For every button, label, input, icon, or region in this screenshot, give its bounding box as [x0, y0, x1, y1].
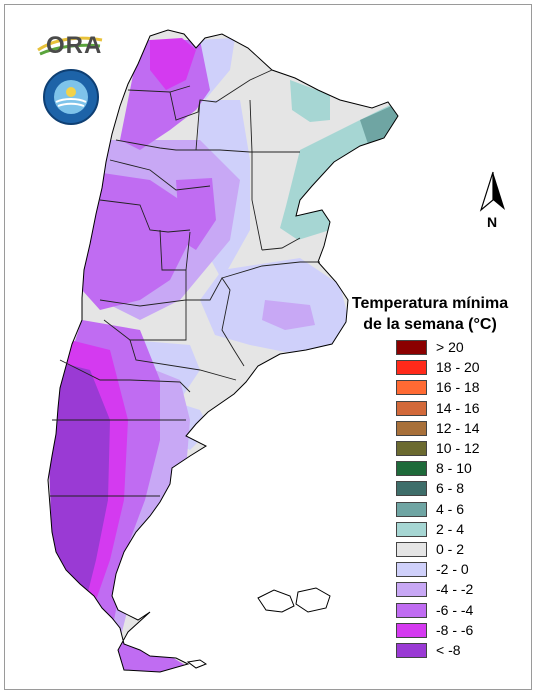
- legend-swatch: [396, 602, 427, 618]
- legend-item: 12 - 14: [396, 419, 526, 439]
- legend-label: -2 - 0: [436, 561, 469, 578]
- legend-item: 2 - 4: [396, 520, 526, 540]
- legend-item: -8 - -6: [396, 621, 526, 641]
- legend-item: < -8: [396, 641, 526, 661]
- ora-logo: ORA: [36, 28, 106, 62]
- legend-item: 6 - 8: [396, 479, 526, 499]
- smn-logo: [42, 68, 100, 126]
- legend-label: 16 - 18: [436, 379, 480, 396]
- legend-label: 18 - 20: [436, 359, 480, 376]
- legend-label: 2 - 4: [436, 520, 465, 537]
- isla-de-los-estados: [186, 659, 208, 669]
- legend-swatch: [396, 622, 427, 638]
- north-arrow-icon: [478, 170, 508, 232]
- legend-swatch: [396, 582, 427, 598]
- legend-item: > 20: [396, 338, 526, 358]
- legend-swatch: [396, 501, 427, 517]
- legend-swatch: [396, 420, 427, 436]
- province-borders: [50, 69, 320, 497]
- legend-title: Temperatura mínima de la semana (°C): [330, 293, 530, 335]
- legend-label: 8 - 10: [436, 460, 472, 477]
- legend-swatch: [396, 340, 427, 355]
- legend-swatch: [396, 380, 427, 396]
- legend-item: 8 - 10: [396, 459, 526, 479]
- legend-swatch: [396, 400, 427, 416]
- legend-label: -6 - -4: [436, 601, 474, 618]
- north-arrow-label: N: [487, 214, 498, 230]
- legend-swatch: [396, 643, 427, 658]
- legend-item: -4 - -2: [396, 580, 526, 600]
- legend-item: 18 - 20: [396, 358, 526, 378]
- malvinas-islands: [257, 587, 331, 613]
- legend-label: > 20: [436, 339, 464, 355]
- legend-item: -6 - -4: [396, 601, 526, 621]
- legend-swatch: [396, 562, 427, 578]
- legend-item: 10 - 12: [396, 439, 526, 459]
- legend-item: 14 - 16: [396, 399, 526, 419]
- legend-label: 6 - 8: [436, 480, 465, 497]
- ora-logo-text: ORA: [46, 32, 103, 59]
- legend-swatch: [396, 360, 427, 376]
- legend-item: 16 - 18: [396, 378, 526, 398]
- legend-label: 14 - 16: [436, 399, 480, 416]
- legend-label: 10 - 12: [436, 440, 480, 456]
- legend-title-line1: Temperatura mínima: [351, 295, 509, 312]
- legend-swatch: [396, 521, 427, 537]
- legend-label: 4 - 6: [436, 500, 465, 517]
- legend-title-line2: de la semana (°C): [363, 316, 497, 333]
- legend-swatch: [396, 481, 427, 497]
- legend-label: 0 - 2: [436, 541, 465, 557]
- legend-label: -8 - -6: [436, 621, 474, 638]
- legend-item: 0 - 2: [396, 540, 526, 560]
- legend-item: 4 - 6: [396, 500, 526, 520]
- legend-label: < -8: [436, 642, 461, 658]
- legend-label: 12 - 14: [436, 419, 480, 436]
- legend-label: -4 - -2: [436, 581, 474, 598]
- legend-item: -2 - 0: [396, 560, 526, 580]
- legend-swatch: [396, 542, 427, 557]
- legend-swatch: [396, 461, 427, 477]
- legend-swatch: [396, 441, 427, 456]
